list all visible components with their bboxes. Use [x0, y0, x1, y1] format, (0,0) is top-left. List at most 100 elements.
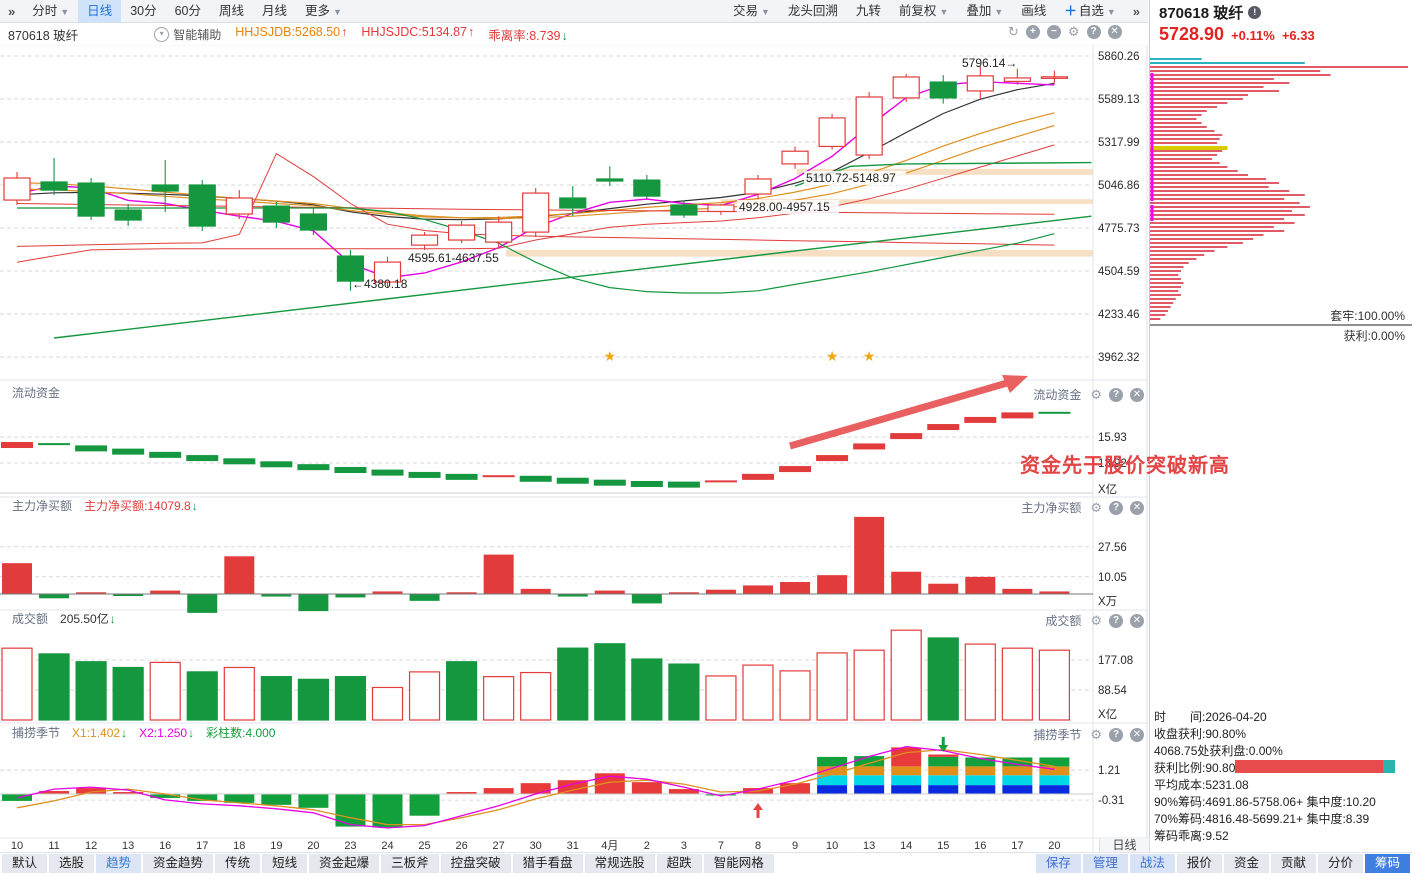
tab-period-月线[interactable]: 月线	[262, 4, 288, 18]
toolbar-item-画线[interactable]: 画线	[1021, 4, 1047, 18]
toolbar-item-龙头回溯[interactable]: 龙头回溯	[787, 4, 838, 18]
chip-bar	[1150, 70, 1321, 72]
chip-bar	[1150, 230, 1285, 232]
bottom-toolbar: 默认 选股 趋势 资金趋势 传统 短线 资金起爆 三板斧 控盘突破 猎手看盘 常规选股 超跌 智能网格 …	[0, 852, 1412, 874]
info-icon[interactable]: !	[1248, 6, 1262, 19]
close-icon[interactable]: ✕	[1107, 25, 1122, 39]
help-icon[interactable]: ?	[1086, 25, 1101, 39]
gear-icon[interactable]: ⚙	[1090, 386, 1102, 402]
toolbar-item-前复权[interactable]: 前复权 ▼	[898, 4, 949, 18]
strategy-tab-控盘突破[interactable]: 控盘突破	[440, 854, 511, 873]
collapse-icon[interactable]: »	[8, 3, 16, 19]
svg-text:23: 23	[344, 840, 356, 852]
svg-text:4775.73: 4775.73	[1098, 223, 1140, 235]
tab-period-分时[interactable]: 分时 ▼	[32, 4, 70, 18]
refresh-icon[interactable]: ↻	[1008, 24, 1019, 39]
help-icon[interactable]: ?	[1109, 500, 1123, 515]
tab-period-日线[interactable]: 日线	[78, 0, 122, 22]
strategy-tab-超跌[interactable]: 超跌	[656, 854, 702, 873]
strategy-tab-智能网格[interactable]: 智能网格	[703, 854, 774, 873]
view-tab-报价[interactable]: 报价	[1176, 854, 1222, 873]
toolbar-item-叠加[interactable]: 叠加 ▼	[966, 4, 1004, 18]
profit-ratio-label: 获利:0.00%	[1343, 329, 1405, 343]
tab-period-更多[interactable]: 更多 ▼	[305, 4, 342, 18]
close-icon[interactable]: ✕	[1130, 500, 1144, 515]
indicator-bar: 870618 玻纤 ▾ 智能辅助 HHJSJDB:5268.50↑ HHJSJDC…	[0, 23, 1148, 45]
close-icon[interactable]: ✕	[1130, 387, 1144, 402]
svg-text:15: 15	[937, 840, 949, 852]
view-tab-筹码[interactable]: 筹码	[1364, 854, 1410, 873]
caret-down-icon: ▼	[1106, 7, 1116, 17]
view-tab-保存[interactable]: 保存	[1035, 854, 1081, 873]
svg-text:25: 25	[418, 840, 430, 852]
help-icon[interactable]: ?	[1109, 387, 1123, 402]
toolbar-item-交易[interactable]: 交易 ▼	[732, 4, 770, 18]
axis-tick-labels: 5860.26 5589.13 5317.99 5046.86 4775.73 4504.…	[1098, 51, 1140, 807]
zoom-out-icon[interactable]: −	[1046, 25, 1061, 39]
smart-assist-toggle[interactable]: ▾ 智能辅助	[154, 26, 221, 43]
toolbar-item-自选[interactable]: ＋自选 ▼	[1064, 4, 1116, 18]
view-tab-分价[interactable]: 分价	[1317, 854, 1363, 873]
svg-text:8: 8	[755, 840, 761, 852]
view-tab-管理[interactable]: 管理	[1082, 854, 1128, 873]
tab-period-周线[interactable]: 周线	[219, 4, 245, 18]
strategy-tab-传统[interactable]: 传统	[215, 854, 261, 873]
svg-text:7: 7	[718, 840, 724, 852]
interval-label[interactable]: 日线	[1099, 838, 1150, 852]
svg-text:20: 20	[307, 840, 319, 852]
chip-bar	[1150, 218, 1285, 220]
panel-label: 成交额	[12, 612, 49, 626]
svg-text:★: ★	[604, 348, 617, 364]
chip-bar	[1150, 154, 1218, 156]
strategy-tab-选股[interactable]: 选股	[49, 854, 95, 873]
view-tab-战法[interactable]: 战法	[1129, 854, 1175, 873]
panel-label: 主力净买额	[12, 499, 73, 513]
chip-bar	[1150, 102, 1228, 104]
chip-bar	[1150, 150, 1223, 152]
gear-icon[interactable]: ⚙	[1090, 499, 1102, 515]
help-icon[interactable]: ?	[1109, 613, 1123, 628]
chip-bar	[1150, 74, 1331, 76]
chip-bar	[1150, 246, 1228, 248]
view-tab-贡献[interactable]: 贡献	[1270, 854, 1316, 873]
breakout-arrow	[789, 375, 1028, 450]
svg-text:27.56: 27.56	[1098, 542, 1127, 554]
strategy-tab-默认[interactable]: 默认	[2, 854, 48, 873]
help-icon[interactable]: ?	[1109, 727, 1123, 742]
chip-bar	[1150, 262, 1189, 264]
zoom-in-icon[interactable]: +	[1025, 25, 1040, 39]
svg-text:←4380.18: ←4380.18	[352, 277, 408, 291]
close-icon[interactable]: ✕	[1130, 613, 1144, 628]
toolbar-item-九转[interactable]: 九转	[855, 4, 881, 18]
tab-period-60分[interactable]: 60分	[174, 4, 201, 18]
chip-bar	[1150, 282, 1184, 284]
strategy-tab-常规选股[interactable]: 常规选股	[584, 854, 655, 873]
chip-bar	[1150, 126, 1207, 128]
expand-icon[interactable]: »	[1132, 3, 1140, 19]
strategy-tab-资金起爆[interactable]: 资金起爆	[309, 854, 380, 873]
strategy-tab-短线[interactable]: 短线	[262, 854, 308, 873]
caret-down-icon: ▼	[760, 7, 770, 17]
svg-text:177.08: 177.08	[1098, 655, 1133, 667]
chip-distribution-chart[interactable]	[1150, 55, 1412, 373]
panel-title: 捕捞季节	[1033, 728, 1082, 742]
avg-cost-line	[1150, 73, 1154, 201]
period-tabs: 分时 ▼ 日线 30分 60分 周线 月线 更多 ▼	[23, 0, 351, 22]
tab-period-30分[interactable]: 30分	[130, 4, 157, 18]
close-icon[interactable]: ✕	[1130, 727, 1144, 742]
view-tab-资金[interactable]: 资金	[1223, 854, 1269, 873]
svg-text:4928.00-4957.15: 4928.00-4957.15	[739, 200, 830, 214]
strategy-tab-三板斧[interactable]: 三板斧	[381, 854, 439, 873]
svg-text:3: 3	[681, 840, 687, 852]
strategy-tab-资金趋势[interactable]: 资金趋势	[143, 854, 214, 873]
svg-text:13: 13	[863, 840, 875, 852]
strategy-tab-猎手看盘[interactable]: 猎手看盘	[512, 854, 583, 873]
gear-icon[interactable]: ⚙	[1090, 612, 1102, 628]
panel-controls-主力净买额: 主力净买额 ⚙? ✕	[1021, 499, 1144, 516]
strategy-tab-趋势[interactable]: 趋势	[96, 854, 142, 873]
sell-signal-arrow-icon	[938, 745, 949, 752]
gear-icon[interactable]: ⚙	[1067, 24, 1080, 39]
chart-canvas[interactable]: 5860.26 5589.13 5317.99 5046.86 4775.73 4504.…	[0, 0, 1148, 852]
profit-ratio-bar	[1235, 760, 1395, 773]
gear-icon[interactable]: ⚙	[1090, 726, 1102, 742]
